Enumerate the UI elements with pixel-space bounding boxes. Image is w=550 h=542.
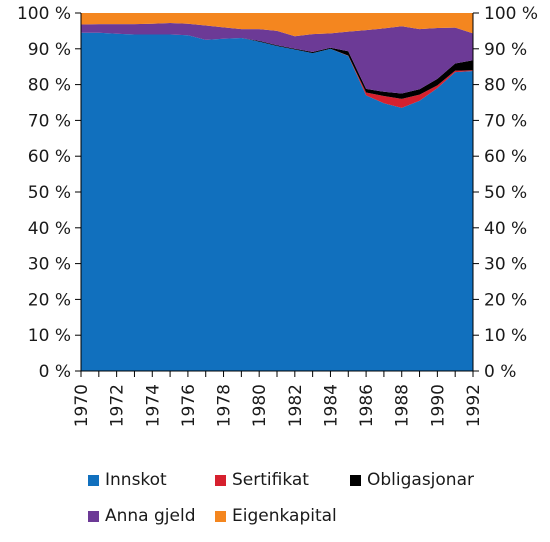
area-eigenkapital	[81, 13, 473, 37]
legend-swatch-innskot	[88, 474, 99, 486]
y-tick-label-right: 70 %	[484, 111, 527, 131]
y-axis-left-labels: 0 % 10 % 20 % 30 % 40 % 50 % 60 % 70 % 80 % 90 % 1…	[17, 4, 71, 382]
x-tick-label: 1984	[321, 384, 341, 427]
area-anna-gjeld	[81, 23, 473, 94]
legend-swatch-sertifikat	[215, 474, 226, 486]
y-axis-right-labels: 0 % 10 % 20 % 30 % 40 % 50 % 60 % 70 % 80 % 90 % 1…	[484, 4, 538, 382]
y-tick-label-right: 100 %	[484, 4, 538, 24]
y-tick-label-right: 20 %	[484, 290, 527, 310]
y-tick-label-left: 40 %	[28, 219, 71, 239]
x-tick-label: 1988	[393, 384, 413, 427]
legend-item-obligasjonar: Obligasjonar	[350, 470, 474, 490]
x-tick-label: 1972	[108, 384, 128, 427]
x-tick-label: 1970	[72, 384, 92, 427]
y-tick-label-left: 30 %	[28, 255, 71, 275]
y-tick-label-left: 0 %	[39, 362, 71, 382]
y-tick-label-right: 40 %	[484, 219, 527, 239]
y-tick-label-right: 80 %	[484, 76, 527, 96]
legend-item-innskot: Innskot	[88, 470, 167, 490]
y-tick-label-right: 60 %	[484, 147, 527, 167]
legend-swatch-eigenkapital	[215, 510, 226, 522]
x-tick-label: 1980	[250, 384, 270, 427]
y-tick-label-right: 30 %	[484, 255, 527, 275]
x-tick-label: 1978	[215, 384, 235, 427]
legend-label-anna-gjeld: Anna gjeld	[105, 506, 196, 526]
y-tick-label-left: 70 %	[28, 111, 71, 131]
y-tick-label-right: 0 %	[484, 362, 516, 382]
y-tick-label-left: 80 %	[28, 76, 71, 96]
area-obligasjonar	[81, 32, 473, 99]
legend-swatch-anna-gjeld	[88, 510, 99, 522]
y-tick-label-right: 50 %	[484, 183, 527, 203]
legend-label-innskot: Innskot	[105, 470, 167, 490]
y-tick-label-left: 50 %	[28, 183, 71, 203]
legend-item-anna-gjeld: Anna gjeld	[88, 506, 196, 526]
legend-item-eigenkapital: Eigenkapital	[215, 506, 337, 526]
y-tick-label-right: 90 %	[484, 40, 527, 60]
legend-label-eigenkapital: Eigenkapital	[232, 506, 337, 526]
x-tick-label: 1986	[357, 384, 377, 427]
x-tick-label: 1992	[464, 384, 484, 427]
x-tick-label: 1990	[428, 384, 448, 427]
y-tick-label-left: 20 %	[28, 290, 71, 310]
x-axis-labels: 1970 1972 1974 1976 1978 1980 1982 1984 1986 1988…	[72, 384, 484, 427]
axes	[75, 12, 479, 377]
legend-item-sertifikat: Sertifikat	[215, 470, 309, 490]
legend-label-sertifikat: Sertifikat	[232, 470, 309, 490]
legend-row-2: Anna gjeld Eigenkapital	[88, 506, 528, 542]
x-tick-label: 1982	[286, 384, 306, 427]
legend-row-1: Innskot Sertifikat Obligasjonar	[88, 470, 528, 506]
legend-label-obligasjonar: Obligasjonar	[367, 470, 474, 490]
y-tick-label-left: 10 %	[28, 326, 71, 346]
y-tick-label-left: 90 %	[28, 40, 71, 60]
y-tick-label-right: 10 %	[484, 326, 527, 346]
area-layers	[81, 13, 473, 371]
y-tick-label-left: 100 %	[17, 4, 71, 24]
x-tick-label: 1974	[143, 384, 163, 427]
legend: Innskot Sertifikat Obligasjonar Anna gje…	[88, 470, 528, 542]
y-tick-label-left: 60 %	[28, 147, 71, 167]
legend-swatch-obligasjonar	[350, 474, 361, 486]
x-tick-label: 1976	[179, 384, 199, 427]
area-innskot	[81, 32, 473, 371]
